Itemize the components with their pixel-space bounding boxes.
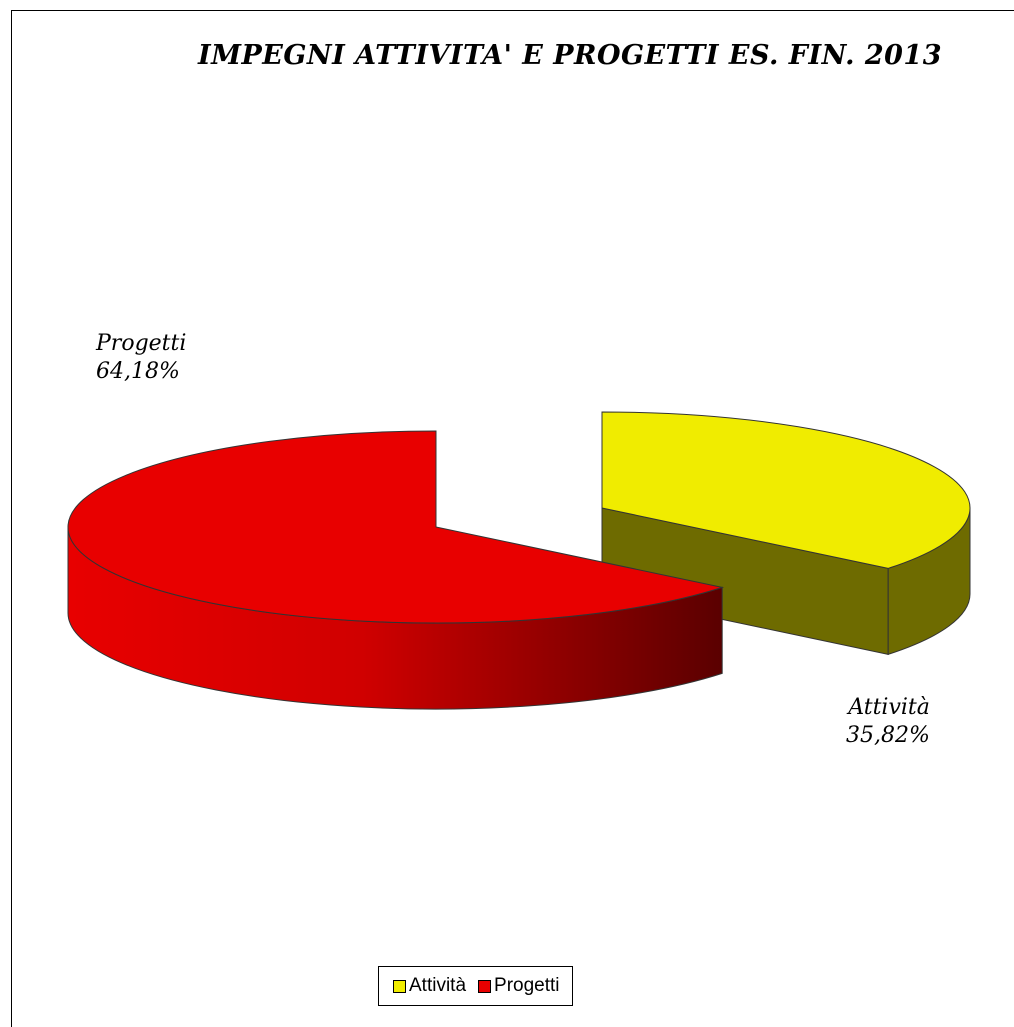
chart-title: IMPEGNI ATTIVITA' E PROGETTI ES. FIN. 20… [197, 40, 943, 71]
data-label-attivita-name: Attività [848, 695, 930, 720]
chart-legend: Attività Progetti [378, 966, 573, 1006]
legend-swatch-attivita [393, 979, 406, 993]
legend-label-attivita: Attività [409, 975, 467, 996]
slice-progetti [67, 430, 725, 624]
data-label-progetti-name: Progetti [96, 331, 187, 356]
slice-attivita [601, 411, 971, 569]
data-label-progetti: Progetti 64,18% [96, 330, 186, 386]
legend-item-attivita: Attività [393, 975, 466, 997]
legend-label-progetti: Progetti [494, 975, 560, 996]
data-label-attivita-value: 35,82% [846, 723, 930, 748]
legend-item-progetti: Progetti [478, 975, 560, 997]
legend-swatch-progetti [478, 979, 492, 993]
data-label-progetti-value: 64,18% [96, 359, 180, 384]
data-label-attivita: Attività 35,82% [846, 694, 930, 750]
